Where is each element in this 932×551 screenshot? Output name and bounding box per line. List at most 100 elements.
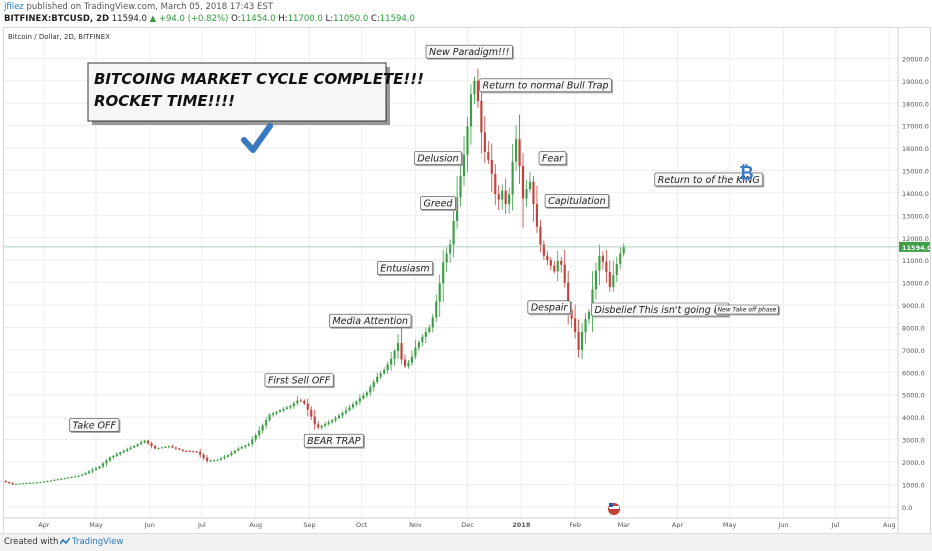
candle: [150, 441, 153, 449]
candle-body: [563, 264, 566, 283]
candle: [383, 367, 386, 375]
candle: [4, 480, 7, 483]
price-chart[interactable]: 0.0 1000.0 2000.0 3000.0 4000.0 5000.0 6000.0 7…: [4, 28, 930, 533]
candle: [376, 372, 379, 385]
candle: [188, 450, 191, 453]
candle-body: [119, 452, 122, 455]
candle-body: [435, 301, 438, 318]
candle-body: [410, 356, 414, 363]
y-tick-label: 20000.0: [902, 55, 929, 63]
candle: [521, 152, 525, 228]
candle: [327, 420, 330, 426]
candle: [181, 449, 184, 452]
candle: [226, 454, 230, 458]
candle: [129, 445, 132, 451]
candle-body: [303, 400, 306, 404]
candle: [105, 458, 108, 467]
candle: [452, 205, 455, 258]
candle: [396, 334, 400, 360]
symbol-name: BITFINEX:BTCUSD, 2D: [4, 14, 110, 24]
candle: [202, 452, 205, 461]
candle-body: [299, 400, 302, 402]
candle-body: [615, 263, 618, 276]
candle: [275, 410, 278, 416]
candle-body: [424, 331, 427, 337]
candle-body: [11, 483, 14, 485]
candle-body: [188, 451, 191, 453]
candle: [164, 445, 167, 448]
candle: [414, 339, 417, 360]
candle: [303, 399, 306, 405]
annotation-box: [425, 44, 513, 59]
x-tick-label: Jul: [197, 521, 206, 529]
candle-body: [122, 450, 125, 453]
candle-body: [209, 460, 212, 462]
candle: [508, 187, 511, 214]
candle: [25, 482, 28, 485]
candle-body: [445, 253, 448, 263]
candle-body: [598, 255, 601, 271]
close-label: C:: [370, 14, 380, 24]
candle-body: [369, 387, 372, 393]
candle-body: [56, 479, 59, 481]
candle: [358, 394, 361, 405]
candle-body: [94, 468, 98, 470]
x-tick-label: Aug: [249, 521, 262, 529]
candle-body: [535, 204, 539, 227]
candle: [147, 439, 150, 445]
candle-body: [296, 400, 299, 404]
annotation-box: [329, 313, 412, 328]
candle: [49, 479, 52, 482]
candle-body: [178, 448, 181, 450]
author-link[interactable]: jfilez: [4, 2, 24, 12]
last-price: 11594.0: [111, 14, 147, 24]
annotation-box: [377, 261, 433, 275]
candle-body: [431, 317, 434, 328]
candle-body: [594, 270, 598, 290]
candle-body: [497, 194, 500, 200]
candle: [219, 456, 223, 462]
annotation-label: New Paradigm!!!: [429, 47, 510, 58]
annotation-box: [264, 373, 334, 387]
candle-body: [219, 458, 223, 460]
candle-body: [473, 80, 476, 95]
candle: [60, 478, 63, 481]
candle: [560, 256, 563, 273]
candle-body: [4, 481, 7, 483]
y-tick-label: 18000.0: [902, 100, 929, 108]
candle-body: [542, 244, 545, 256]
candle-body: [150, 443, 153, 446]
candle-body: [206, 457, 209, 461]
chart-frame[interactable]: 0.0 1000.0 2000.0 3000.0 4000.0 5000.0 6000.0 7…: [3, 27, 931, 534]
candle: [421, 334, 424, 346]
candle-body: [32, 482, 35, 484]
candle-body: [18, 483, 21, 485]
candle: [369, 384, 372, 397]
candle-body: [521, 166, 525, 199]
y-axis: 0.0 1000.0 2000.0 3000.0 4000.0 5000.0 6000.0 7…: [897, 28, 929, 533]
candle-body: [164, 446, 167, 448]
candle-body: [560, 260, 563, 265]
candle: [195, 450, 198, 453]
candle: [622, 243, 625, 257]
candle: [351, 402, 354, 410]
candle-body: [282, 408, 285, 411]
headline-line2: ROCKET TIME!!!!: [94, 92, 235, 110]
candle: [549, 256, 552, 271]
tradingview-brand-link[interactable]: TradingView: [72, 537, 124, 547]
candle-body: [199, 451, 202, 455]
candle: [126, 447, 129, 453]
y-tick-label: 9000.0: [902, 302, 925, 310]
candle-body: [532, 181, 535, 205]
open-label: O:: [231, 14, 241, 24]
footer-bar: Created with TradingView: [0, 533, 932, 551]
headline-box: BITCOING MARKET CYCLE COMPLETE!!! ROCKET …: [87, 62, 424, 125]
x-tick-label: Jun: [777, 521, 788, 529]
checkmark-icon: [241, 123, 273, 153]
publish-text: published on TradingView.com, March 05, …: [23, 2, 273, 12]
candle: [199, 448, 202, 458]
candle: [240, 445, 243, 450]
candle-body: [53, 479, 56, 481]
candle-body: [553, 265, 556, 272]
candle: [331, 418, 334, 425]
